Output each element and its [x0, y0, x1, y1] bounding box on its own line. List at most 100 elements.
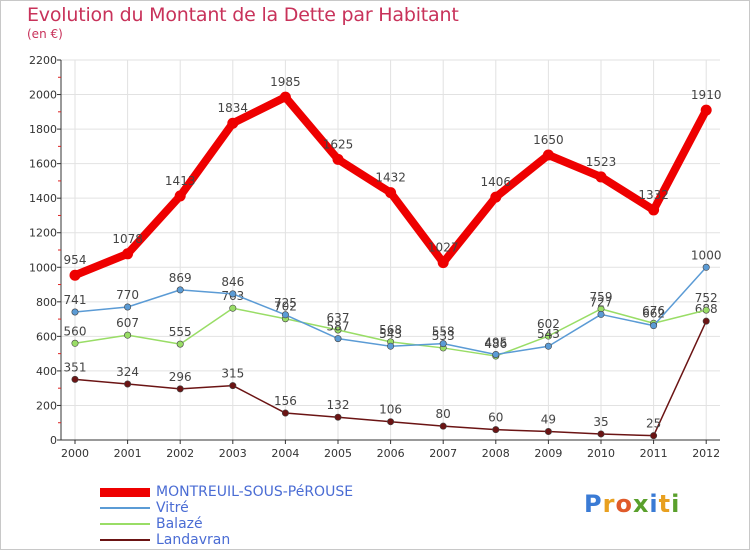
data-label: 533 [432, 329, 455, 343]
y-tick-label: 600 [36, 330, 57, 343]
data-point [595, 171, 607, 183]
data-label: 324 [116, 365, 139, 379]
legend-swatch [100, 523, 150, 525]
data-label: 1078 [112, 232, 143, 246]
data-point [650, 322, 658, 330]
data-point [439, 422, 447, 430]
data-label: 1413 [165, 174, 196, 188]
data-label: 1625 [323, 137, 354, 151]
data-point [702, 317, 710, 325]
data-point [387, 418, 395, 426]
data-point [597, 430, 605, 438]
x-tick-label: 2007 [429, 447, 457, 460]
x-tick-label: 2010 [587, 447, 615, 460]
x-tick-label: 2005 [324, 447, 352, 460]
data-label: 1027 [428, 241, 459, 255]
data-label: 1432 [375, 171, 406, 185]
data-point [544, 332, 552, 340]
x-tick-label: 2004 [271, 447, 299, 460]
legend-swatch [100, 487, 150, 497]
data-label: 315 [221, 367, 244, 381]
y-tick-label: 400 [36, 365, 57, 378]
data-point [700, 104, 712, 116]
data-point [439, 340, 447, 348]
legend-item-balaze: Balazé [100, 516, 203, 532]
y-tick-label: 1000 [29, 261, 57, 274]
data-label: 1523 [586, 155, 617, 169]
data-label: 869 [169, 271, 192, 285]
logo-letter: i [649, 490, 659, 518]
x-tick-label: 2000 [61, 447, 89, 460]
data-point [176, 385, 184, 393]
data-label: 725 [274, 296, 297, 310]
data-label: 741 [64, 293, 87, 307]
data-label: 35 [593, 415, 608, 429]
data-point [387, 342, 395, 350]
y-tick-label: 2200 [29, 54, 57, 67]
data-label: 560 [64, 324, 87, 338]
data-label: 543 [537, 327, 560, 341]
data-point [229, 304, 237, 312]
y-tick-label: 200 [36, 399, 57, 412]
legend-label: Vitré [156, 500, 189, 516]
data-label: 156 [274, 394, 297, 408]
data-point [124, 303, 132, 311]
data-point [334, 335, 342, 343]
x-tick-label: 2008 [482, 447, 510, 460]
data-point [542, 149, 554, 161]
data-point [229, 290, 237, 298]
y-tick-label: 1200 [29, 227, 57, 240]
legend-label: Balazé [156, 516, 203, 532]
legend-swatch [100, 539, 150, 541]
data-label: 954 [64, 253, 87, 267]
x-tick-label: 2011 [640, 447, 668, 460]
data-label: 759 [590, 290, 613, 304]
data-point [702, 263, 710, 271]
data-point [176, 286, 184, 294]
data-label: 602 [537, 317, 560, 331]
data-point [492, 426, 500, 434]
y-tick-label: 1800 [29, 123, 57, 136]
legend-item-vitre: Vitré [100, 500, 189, 516]
x-tick-label: 2006 [377, 447, 405, 460]
data-label: 80 [436, 407, 451, 421]
data-point [332, 153, 344, 165]
data-point [176, 340, 184, 348]
y-tick-label: 0 [50, 434, 57, 447]
x-tick-label: 2002 [166, 447, 194, 460]
legend-item-montreuil: MONTREUIL-SOUS-PéROUSE [100, 484, 353, 500]
data-point [385, 187, 397, 199]
data-point [174, 190, 186, 202]
data-point [492, 350, 500, 358]
logo-letter: x [632, 490, 650, 518]
data-label: 568 [379, 323, 402, 337]
x-tick-label: 2003 [219, 447, 247, 460]
data-point [702, 306, 710, 314]
x-tick-label: 2012 [692, 447, 720, 460]
y-tick-label: 2000 [29, 89, 57, 102]
proxiti-logo: Proxiti [584, 490, 680, 518]
data-label: 770 [116, 288, 139, 302]
data-point [437, 257, 449, 269]
data-label: 1406 [481, 175, 512, 189]
data-label: 555 [169, 325, 192, 339]
data-label: 727 [590, 295, 613, 309]
data-label: 296 [169, 370, 192, 384]
y-tick-label: 1400 [29, 192, 57, 205]
logo-letter: r [602, 490, 616, 518]
data-point [490, 191, 502, 203]
y-tick-label: 1600 [29, 158, 57, 171]
x-tick-label: 2001 [114, 447, 142, 460]
data-point [124, 380, 132, 388]
data-point [648, 204, 660, 216]
data-point [124, 331, 132, 339]
data-label: 1000 [691, 248, 722, 262]
x-tick-label: 2009 [534, 447, 562, 460]
data-point [597, 310, 605, 318]
data-label: 702 [274, 300, 297, 314]
data-point [71, 375, 79, 383]
data-label: 495 [484, 336, 507, 350]
data-label: 662 [642, 307, 665, 321]
